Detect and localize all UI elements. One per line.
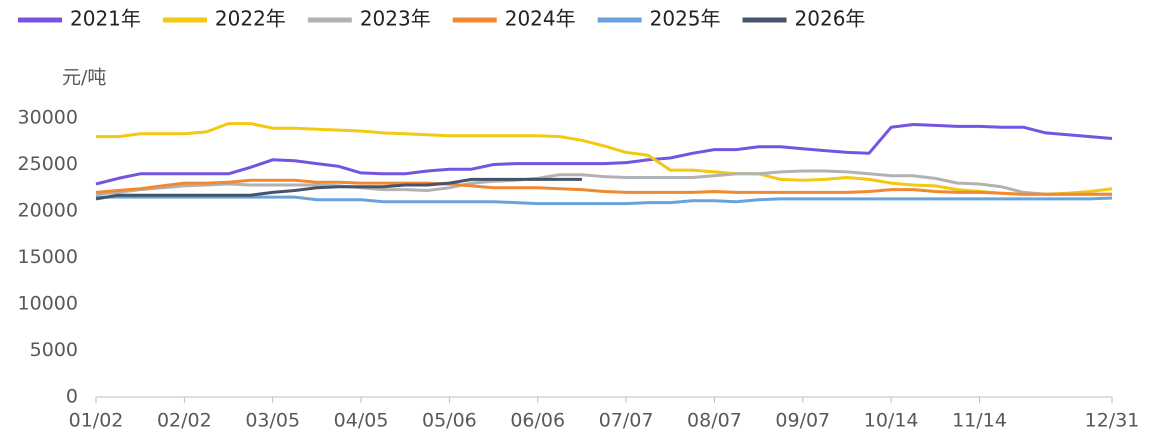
x-tick-label: 12/31: [1085, 410, 1140, 432]
x-tick-label: 05/06: [422, 410, 477, 432]
x-tick-label: 02/02: [157, 410, 212, 432]
legend-label: 2023年: [360, 7, 431, 31]
y-tick-label: 15000: [18, 246, 78, 268]
y-tick-label: 20000: [18, 200, 78, 222]
legend-label: 2022年: [215, 7, 286, 31]
x-tick-label: 11/14: [952, 410, 1007, 432]
x-tick-label: 09/07: [775, 410, 830, 432]
series-line: [95, 177, 582, 201]
y-tick-label: 25000: [18, 153, 78, 175]
series-line: [95, 123, 1113, 186]
series-line: [95, 169, 1112, 196]
legend-label: 2024年: [505, 7, 576, 31]
x-tick-label: 01/02: [69, 410, 124, 432]
x-tick-label: 04/05: [334, 410, 389, 432]
x-tick-label: 06/06: [510, 410, 565, 432]
series-line: [96, 122, 1113, 196]
x-tick-label: 08/07: [687, 410, 742, 432]
x-tick-label: 03/05: [245, 410, 300, 432]
series-line: [95, 178, 1112, 196]
x-tick-label: 07/07: [599, 410, 654, 432]
y-tick-label: 5000: [30, 339, 78, 361]
legend-label: 2026年: [795, 7, 866, 31]
series-line: [96, 195, 1113, 206]
legend-label: 2025年: [650, 7, 721, 31]
y-tick-label: 10000: [18, 293, 78, 315]
x-tick-label: 10/14: [864, 410, 919, 432]
y-axis-label: 元/吨: [62, 67, 106, 89]
y-tick-label: 30000: [18, 107, 78, 129]
y-tick-label: 0: [66, 386, 78, 408]
legend-label: 2021年: [70, 7, 141, 31]
